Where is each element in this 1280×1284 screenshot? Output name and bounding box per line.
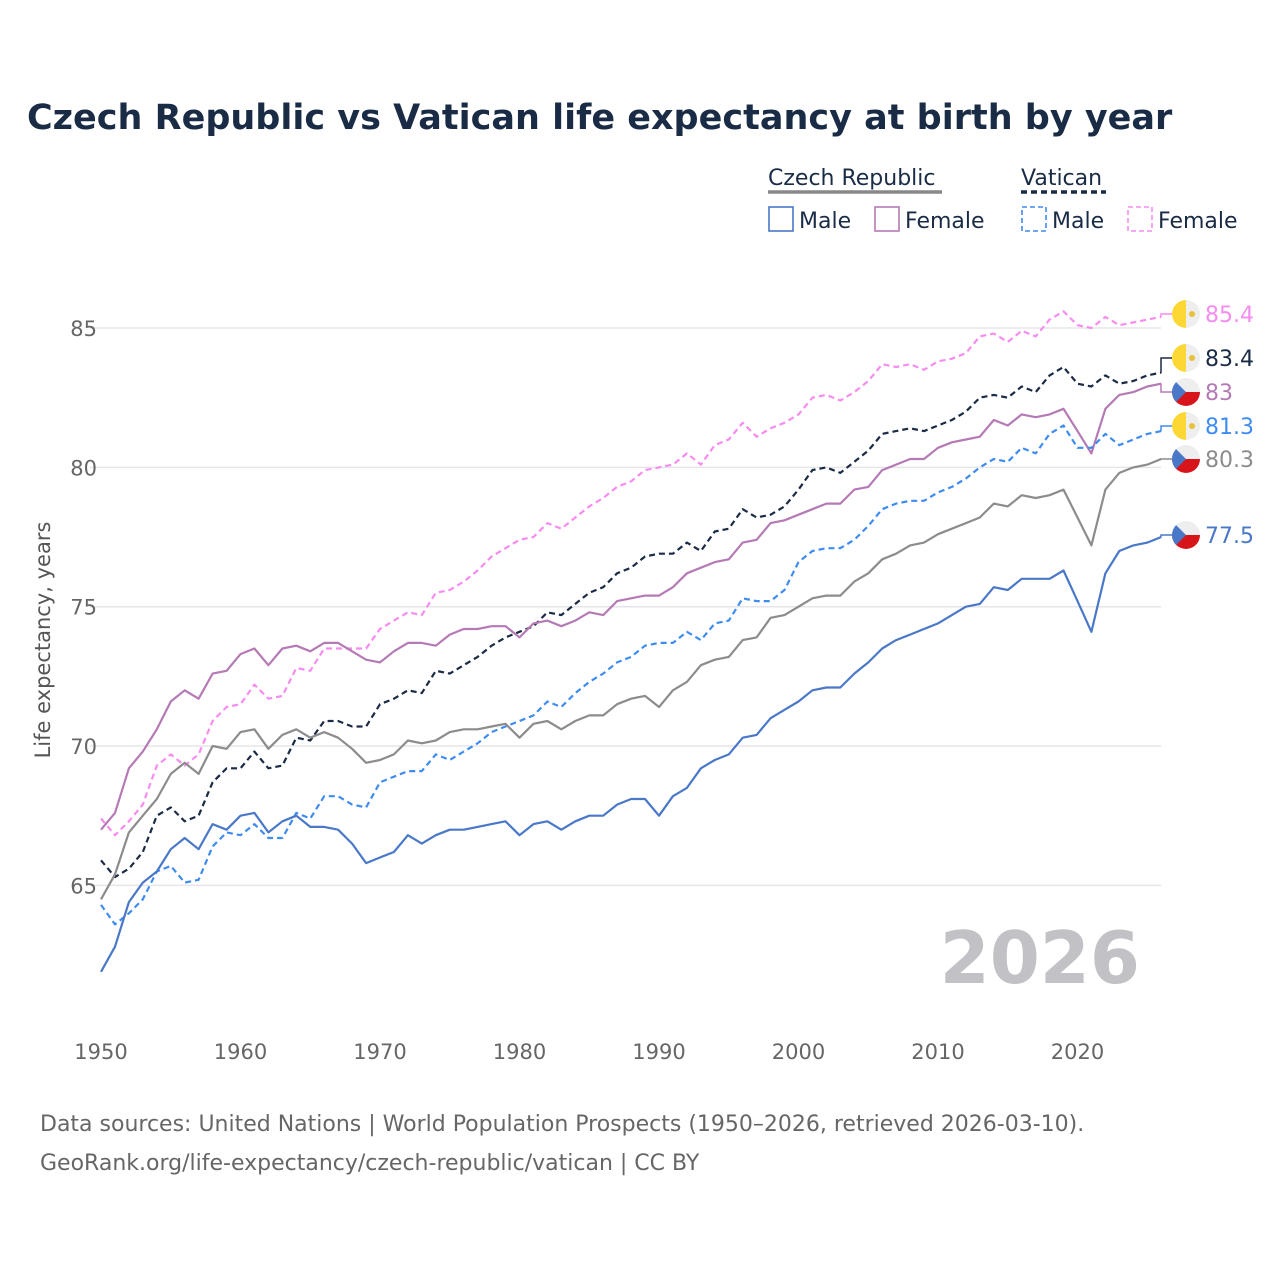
x-tick-label: 1990 (632, 1040, 685, 1064)
label-connector (1161, 314, 1172, 317)
end-value-label: 85.4 (1205, 303, 1254, 328)
end-value-label: 83.4 (1205, 347, 1254, 372)
czech-flag-icon (1172, 521, 1200, 549)
legend-swatch (769, 207, 793, 231)
flag-shape (1172, 412, 1200, 440)
x-tick-label: 1950 (74, 1040, 127, 1064)
y-tick-label: 65 (70, 874, 97, 898)
x-tick-label: 2020 (1051, 1040, 1104, 1064)
series-line-vatican (101, 367, 1161, 877)
legend-item-label: Female (1158, 209, 1238, 234)
x-tick-label: 1970 (353, 1040, 406, 1064)
legend: Czech Republic Male Female Vatican Male Femal… (768, 166, 1238, 234)
legend-item-label: Male (1052, 209, 1104, 234)
flag-keys (1189, 355, 1195, 361)
flag-yellow (1172, 300, 1186, 328)
end-value-label: 81.3 (1205, 415, 1254, 440)
legend-group-title: Vatican (1021, 166, 1102, 191)
flag-shape (1172, 521, 1200, 549)
x-tick-label: 1960 (214, 1040, 267, 1064)
flag-keys (1189, 423, 1195, 429)
year-watermark: 2026 (940, 916, 1140, 1000)
label-connector (1161, 426, 1172, 431)
x-tick-label: 2000 (772, 1040, 825, 1064)
flag-shape (1172, 378, 1200, 406)
x-axis-ticks: 1950 1960 1970 1980 1990 2000 2010 2020 (74, 1040, 1104, 1064)
label-connector (1161, 358, 1172, 373)
x-tick-label: 2010 (911, 1040, 964, 1064)
legend-swatch (1022, 207, 1046, 231)
vatican-flag-icon (1172, 300, 1200, 328)
flag-yellow (1172, 412, 1186, 440)
footer-link[interactable]: GeoRank.org/life-expectancy/czech-republ… (40, 1151, 700, 1176)
series-line-czech-republic (101, 459, 1161, 899)
series-line-czech-republic-male (101, 537, 1161, 972)
flag-shape (1172, 300, 1200, 328)
vatican-flag-icon (1172, 344, 1200, 372)
end-value-label: 83 (1205, 381, 1233, 406)
vatican-flag-icon (1172, 412, 1200, 440)
label-connector (1161, 535, 1172, 537)
legend-item-label: Female (905, 209, 985, 234)
y-axis-ticks: 65 70 75 80 85 (70, 317, 97, 898)
flag-shape (1172, 445, 1200, 473)
y-axis-label: Life expectancy, years (31, 522, 55, 759)
end-labels: 85.4 83.4 83 81.3 80.3 77.5 (1161, 300, 1254, 549)
label-connector (1161, 384, 1172, 392)
flag-keys (1189, 311, 1195, 317)
legend-item-label: Male (799, 209, 851, 234)
end-value-label: 80.3 (1205, 448, 1254, 473)
series-line-vatican-female (101, 311, 1161, 835)
legend-swatch (875, 207, 899, 231)
y-tick-label: 85 (70, 317, 97, 341)
flag-shape (1172, 344, 1200, 372)
series-lines (101, 311, 1161, 972)
x-tick-label: 1980 (493, 1040, 546, 1064)
legend-group-title: Czech Republic (768, 166, 936, 191)
legend-swatch (1128, 207, 1152, 231)
chart-title: Czech Republic vs Vatican life expectanc… (27, 98, 1173, 138)
czech-flag-icon (1172, 378, 1200, 406)
czech-flag-icon (1172, 445, 1200, 473)
y-tick-label: 80 (70, 456, 97, 480)
flag-yellow (1172, 344, 1186, 372)
footer-source: Data sources: United Nations | World Pop… (40, 1112, 1084, 1137)
y-tick-label: 75 (70, 596, 97, 620)
y-tick-label: 70 (70, 735, 97, 759)
end-value-label: 77.5 (1205, 524, 1254, 549)
series-line-vatican-male (101, 426, 1161, 925)
